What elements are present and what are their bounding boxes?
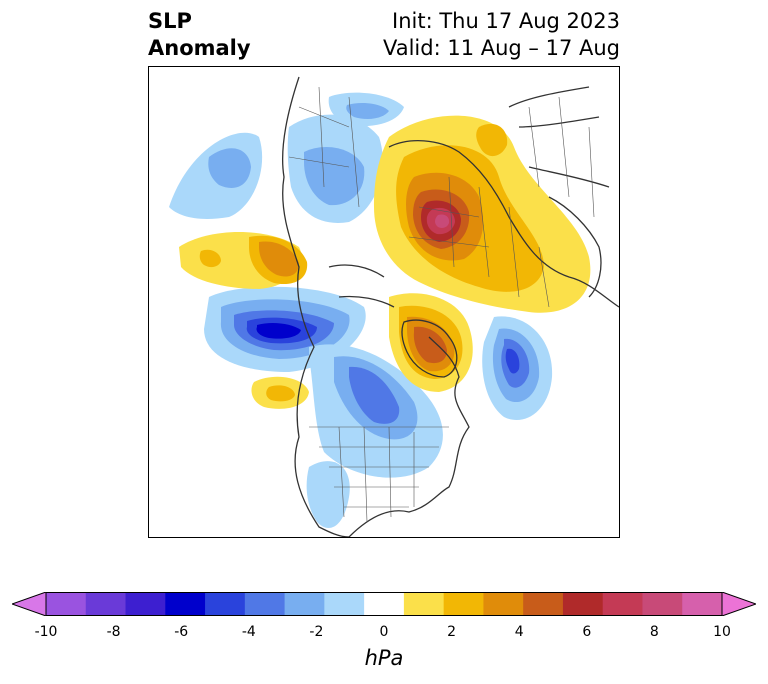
political-boundaries [288, 86, 595, 523]
colorbar-cell [364, 592, 405, 616]
negative-anomaly-north-america [306, 344, 443, 529]
colorbar-cell [642, 592, 683, 616]
colorbar-cell [324, 592, 365, 616]
colorbar [12, 592, 756, 616]
negative-anomaly-siberia [169, 92, 404, 223]
colorbar-tick-label: -6 [174, 624, 189, 640]
init-time: Init: Thu 17 Aug 2023 [392, 9, 620, 33]
colorbar-cell [85, 592, 127, 616]
colorbar-cell [205, 592, 246, 616]
colorbar-cell [682, 592, 723, 616]
colorbar-tick-label: 10 [713, 624, 731, 640]
title-type: Anomaly [148, 36, 251, 60]
colorbar-tick-label: -10 [34, 624, 58, 640]
colorbar-cell [483, 592, 524, 616]
colorbar-cell [403, 592, 445, 616]
colorbar-cell [46, 592, 87, 616]
slp-anomaly-map [148, 66, 620, 538]
land-outlines [282, 76, 619, 537]
negative-anomaly-atlantic [482, 316, 553, 421]
colorbar-tick-label: 8 [649, 624, 659, 640]
positive-anomaly-alaska [179, 232, 309, 409]
colorbar-cell [523, 592, 564, 616]
map-gap [149, 285, 159, 319]
negative-anomaly-pacific [204, 286, 366, 372]
colorbar-tick-label: 6 [582, 624, 592, 640]
colorbar-cell [562, 592, 604, 616]
colorbar-extend-max [721, 592, 756, 616]
colorbar-tick-label: 0 [379, 624, 389, 640]
colorbar-tick-label: -2 [309, 624, 324, 640]
title-variable: SLP [148, 9, 192, 33]
colorbar-cell [443, 592, 484, 616]
colorbar-tick-label: -4 [241, 624, 256, 640]
colorbar-tick-label: -8 [106, 624, 121, 640]
forecast-info: Init: Thu 17 Aug 2023 Valid: 11 Aug – 17… [383, 8, 620, 62]
colorbar-cell [165, 592, 206, 616]
colorbar-extend-min [12, 592, 47, 616]
colorbar-cell [284, 592, 325, 616]
colorbar-unit-label: hPa [364, 646, 404, 670]
colorbar-cell [125, 592, 166, 616]
map-svg [149, 76, 619, 537]
colorbar-tick-label: 2 [447, 624, 457, 640]
valid-period: Valid: 11 Aug – 17 Aug [382, 36, 620, 60]
map-title: SLP Anomaly [148, 8, 251, 62]
colorbar-cell [602, 592, 643, 616]
colorbar-cell [244, 592, 286, 616]
colorbar-tick-label: 4 [514, 624, 524, 640]
